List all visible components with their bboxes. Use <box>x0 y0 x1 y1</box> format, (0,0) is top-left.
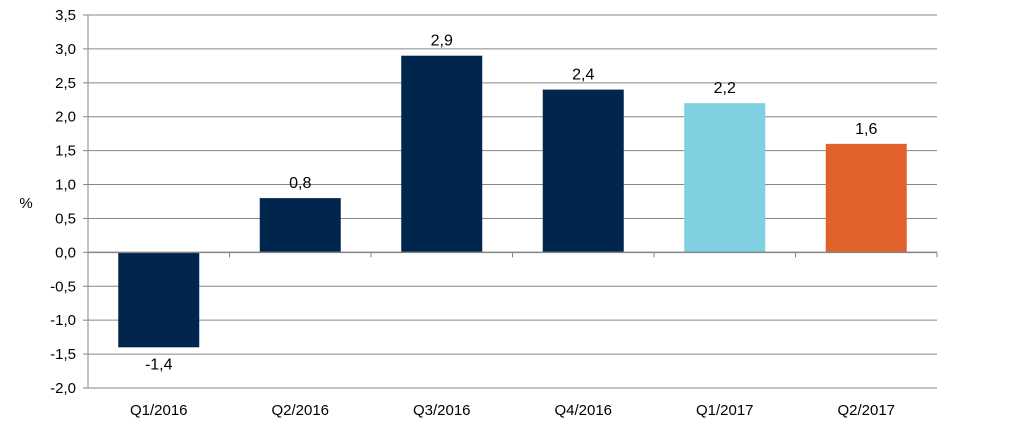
bar <box>825 143 907 253</box>
y-tick-label: -1,5 <box>50 346 76 363</box>
bars <box>118 55 907 348</box>
data-labels: -1,4 0,8 2,9 2,4 2,2 1,6 <box>145 33 878 374</box>
y-tick-labels: 3,5 3,0 2,5 2,0 1,5 1,0 0,5 0,0 -0,5 -1,0 -1,5 -2,0 <box>50 7 76 397</box>
y-tick-label: 1,5 <box>55 143 76 160</box>
y-tick-label: 3,0 <box>55 41 76 58</box>
x-category-labels: Q1/2016 Q2/2016 Q3/2016 Q4/2016 Q1/2017 Q2/20… <box>130 402 895 419</box>
data-label: 0,8 <box>289 175 311 192</box>
x-category-label: Q3/2016 <box>413 402 471 419</box>
bar <box>684 103 766 253</box>
y-tick-label: -1,0 <box>50 312 76 329</box>
x-category-label: Q4/2016 <box>554 402 612 419</box>
data-label: -1,4 <box>145 356 173 373</box>
data-label: 2,2 <box>714 80 736 97</box>
gridlines <box>88 14 937 389</box>
y-tick-label: 2,0 <box>55 109 76 126</box>
y-tick-label: 0,0 <box>55 244 76 261</box>
axes <box>83 14 938 389</box>
bar <box>259 198 341 253</box>
data-label: 2,4 <box>572 67 594 84</box>
x-category-label: Q2/2017 <box>837 402 895 419</box>
y-tick-label: -0,5 <box>50 278 76 295</box>
x-category-label: Q2/2016 <box>271 402 329 419</box>
y-tick-label: -2,0 <box>50 380 76 397</box>
x-category-label: Q1/2016 <box>130 402 188 419</box>
y-tick-label: 0,5 <box>55 210 76 227</box>
x-category-label: Q1/2017 <box>696 402 754 419</box>
y-tick-label: 3,5 <box>55 7 76 24</box>
bar <box>401 55 483 253</box>
y-tick-label: 2,5 <box>55 75 76 92</box>
y-axis-label: % <box>19 195 32 212</box>
y-tick-label: 1,0 <box>55 177 76 194</box>
bar <box>118 252 200 348</box>
bar <box>542 89 624 253</box>
data-label: 2,9 <box>431 33 453 50</box>
data-label: 1,6 <box>855 121 877 138</box>
